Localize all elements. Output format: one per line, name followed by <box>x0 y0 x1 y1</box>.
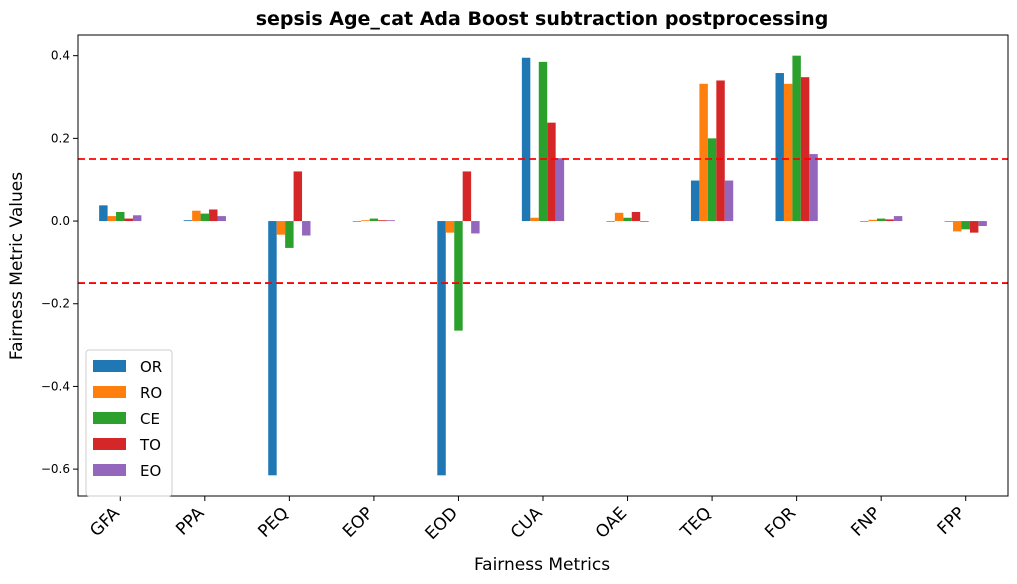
y-tick-label: 0.4 <box>51 49 70 63</box>
bar-ce-oae <box>623 217 632 222</box>
x-tick-label: PEQ <box>254 503 292 541</box>
bar-eo-gfa <box>132 215 142 222</box>
bar-ro-eop <box>361 220 370 222</box>
bar-to-oae <box>631 211 641 222</box>
bar-ro-cua <box>530 217 539 222</box>
y-tick-label: −0.2 <box>41 297 70 311</box>
bar-eo-fpp <box>978 221 987 227</box>
bar-or-cua <box>521 57 531 222</box>
bar-ro-gfa <box>107 216 117 222</box>
bar-or-peq <box>268 221 277 476</box>
bar-to-fpp <box>969 221 979 233</box>
bar-or-teq <box>690 180 700 222</box>
y-tick-label: −0.4 <box>41 379 70 393</box>
bar-ro-peq <box>276 221 286 235</box>
chart-title: sepsis Age_cat Ada Boost subtraction pos… <box>256 8 829 30</box>
bar-to-cua <box>547 122 556 222</box>
bar-ce-ppa <box>200 213 210 222</box>
bar-eo-ppa <box>217 216 226 222</box>
bar-to-fnp <box>885 219 894 222</box>
bar-ro-oae <box>614 212 624 222</box>
x-tick-label: EOP <box>339 503 377 541</box>
legend-swatch-ce <box>93 412 126 424</box>
x-tick-label: FNP <box>847 503 884 540</box>
bar-ro-fpp <box>953 221 962 232</box>
bar-to-teq <box>716 80 725 222</box>
bar-ro-for <box>783 83 793 222</box>
legend-swatch-to <box>93 438 126 450</box>
bar-or-for <box>775 73 784 222</box>
bar-ce-for <box>792 55 801 222</box>
y-tick-label: 0.0 <box>51 214 70 228</box>
bar-or-eop <box>352 221 362 222</box>
bar-ce-cua <box>538 61 548 222</box>
bar-or-eod <box>437 221 446 476</box>
bar-ro-ppa <box>192 210 201 222</box>
bar-ce-fnp <box>876 218 886 222</box>
bar-ce-eod <box>454 221 463 331</box>
legend-label-eo: EO <box>140 462 161 480</box>
bar-ce-peq <box>285 221 294 248</box>
bar-or-ppa <box>183 220 193 222</box>
legend-label-ce: CE <box>140 410 160 428</box>
bar-ro-teq <box>699 83 708 222</box>
bar-eo-fnp <box>893 216 903 222</box>
bar-to-eod <box>462 171 472 222</box>
bar-eo-eop <box>386 220 396 222</box>
bar-or-fpp <box>944 221 954 222</box>
bar-eo-teq <box>724 180 734 222</box>
bar-eo-eod <box>471 221 480 234</box>
legend-swatch-ro <box>93 386 126 398</box>
bar-or-gfa <box>99 205 108 222</box>
plot-area: 0.4 0.2 0.0 −0.2 −0.4 −0.6 GFA PPA PEQ EOP EOD CUA O… <box>41 34 1009 544</box>
x-tick-label: TEQ <box>676 503 715 542</box>
x-tick-label: EOD <box>422 503 462 543</box>
bar-or-oae <box>606 221 615 222</box>
bar-or-fnp <box>860 221 869 222</box>
bar-to-eop <box>378 220 387 222</box>
x-tick-label: PPA <box>172 503 208 539</box>
y-axis-label: Fairness Metric Values <box>7 172 27 360</box>
bar-ro-eod <box>445 221 455 233</box>
x-tick-label: GFA <box>86 503 124 541</box>
bar-eo-for <box>809 154 818 222</box>
bar-ce-eop <box>369 218 379 222</box>
y-tick-label: −0.6 <box>41 462 70 476</box>
bar-to-peq <box>293 171 303 222</box>
bar-to-for <box>800 77 810 222</box>
x-tick-label: FPP <box>934 503 970 539</box>
legend-swatch-eo <box>93 464 126 476</box>
bar-to-gfa <box>124 218 133 222</box>
bar-eo-cua <box>555 158 565 222</box>
bar-to-ppa <box>209 209 218 222</box>
bar-eo-oae <box>640 221 649 222</box>
legend-label-ro: RO <box>140 384 162 402</box>
x-tick-label: FOR <box>761 503 800 542</box>
x-tick-label: CUA <box>507 503 547 543</box>
x-tick-label: OAE <box>592 503 631 542</box>
bar-eo-peq <box>302 221 311 236</box>
legend-label-or: OR <box>140 358 162 376</box>
bar-ro-fnp <box>868 219 877 222</box>
bar-ce-teq <box>707 138 717 222</box>
y-tick-label: 0.2 <box>51 131 70 145</box>
legend-label-to: TO <box>139 436 161 454</box>
x-axis-label: Fairness Metrics <box>474 555 610 575</box>
legend-swatch-or <box>93 360 126 372</box>
bar-ce-gfa <box>116 211 125 222</box>
bar-ce-fpp <box>961 221 970 230</box>
